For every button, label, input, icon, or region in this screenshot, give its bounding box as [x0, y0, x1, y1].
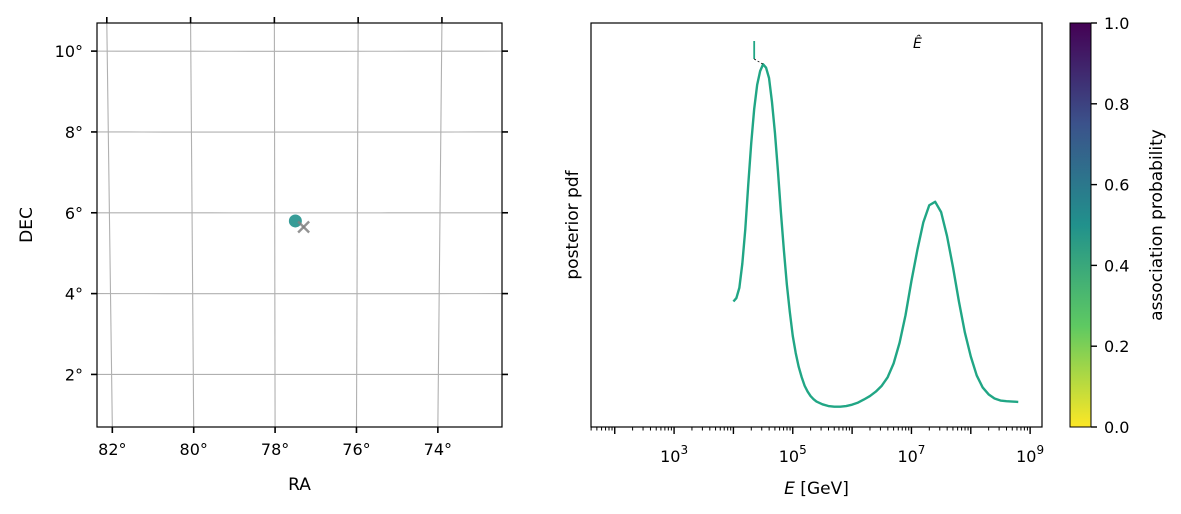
meridian-gridline: [437, 23, 443, 427]
colorbar-ticks: 0.0 0.2 0.4 0.6 0.8 1.0: [1091, 14, 1129, 437]
ra-tick-label: 74°: [424, 440, 452, 459]
energy-tick-base: 10: [779, 447, 799, 466]
energy-tick-label: 109: [1016, 443, 1044, 466]
meridian-gridline: [355, 23, 359, 427]
posterior-frame: [590, 22, 1043, 428]
ra-tick-label: 76°: [342, 440, 370, 459]
colorbar-tick-label: 0.0: [1104, 418, 1129, 437]
energy-tick-label: 103: [660, 443, 688, 466]
ra-axis-label: RA: [288, 475, 311, 495]
energy-tick-label: 105: [779, 443, 807, 466]
posterior-ticks: 103 105 107 109: [590, 427, 1044, 466]
energy-tick-exponent: 3: [680, 443, 688, 457]
energy-axis-label: E [GeV]: [784, 479, 849, 499]
colorbar-tick-label: 0.2: [1104, 337, 1129, 356]
sky-grid: [97, 23, 502, 427]
energy-tick-base: 10: [897, 447, 917, 466]
ra-tick-label: 78°: [261, 440, 289, 459]
posterior-axis-label: posterior pdf: [563, 169, 583, 279]
energy-tick-base: 10: [1016, 447, 1036, 466]
energy-tick-exponent: 9: [1036, 443, 1044, 457]
ra-tick-label: 80°: [180, 440, 208, 459]
meridian-gridline: [106, 23, 113, 427]
energy-tick-base: 10: [660, 447, 680, 466]
sky-map-panel: 82° 80° 78° 76° 74° 2° 4° 6° 8° 10° RA DEC: [17, 17, 508, 495]
posterior-curve: [732, 63, 1019, 408]
dec-tick-label: 2°: [65, 365, 83, 384]
event-x-marker: [297, 220, 310, 234]
colorbar: 0.0 0.2 0.4 0.6 0.8 1.0 association probabili…: [1069, 14, 1167, 437]
colorbar-tick-label: 0.6: [1104, 176, 1129, 195]
energy-estimate-annotation: Ê: [913, 34, 922, 52]
colorbar-gradient: [1069, 22, 1092, 428]
dec-tick-label: 10°: [55, 42, 83, 61]
dec-axis-label: DEC: [17, 207, 37, 243]
energy-axis-unit: [GeV]: [795, 479, 849, 499]
energy-axis-var: E: [784, 479, 795, 499]
colorbar-label: association probability: [1147, 129, 1167, 321]
ra-tick-label: 82°: [98, 440, 126, 459]
energy-tick-exponent: 5: [799, 443, 807, 457]
meridian-gridline: [190, 23, 195, 427]
colorbar-tick-label: 0.4: [1104, 256, 1129, 275]
dec-tick-label: 6°: [65, 204, 83, 223]
sky-map-frame: [96, 22, 503, 428]
colorbar-tick-label: 1.0: [1104, 14, 1129, 33]
meridian-gridline: [273, 23, 276, 427]
sky-points: [288, 214, 310, 234]
dec-tick-label: 8°: [65, 123, 83, 142]
sky-map-ticks: 82° 80° 78° 76° 74° 2° 4° 6° 8° 10°: [55, 17, 508, 459]
posterior-lines: [732, 41, 1019, 408]
source-point: [288, 214, 302, 228]
colorbar-tick-label: 0.8: [1104, 95, 1129, 114]
energy-tick-exponent: 7: [918, 443, 926, 457]
event-x-stroke: [297, 220, 310, 234]
estimate-connector: [753, 58, 764, 65]
posterior-panel: 103 105 107 109 E [GeV] posterior pdf Ê: [563, 22, 1044, 499]
dec-tick-label: 4°: [65, 285, 83, 304]
energy-tick-label: 107: [897, 443, 925, 466]
